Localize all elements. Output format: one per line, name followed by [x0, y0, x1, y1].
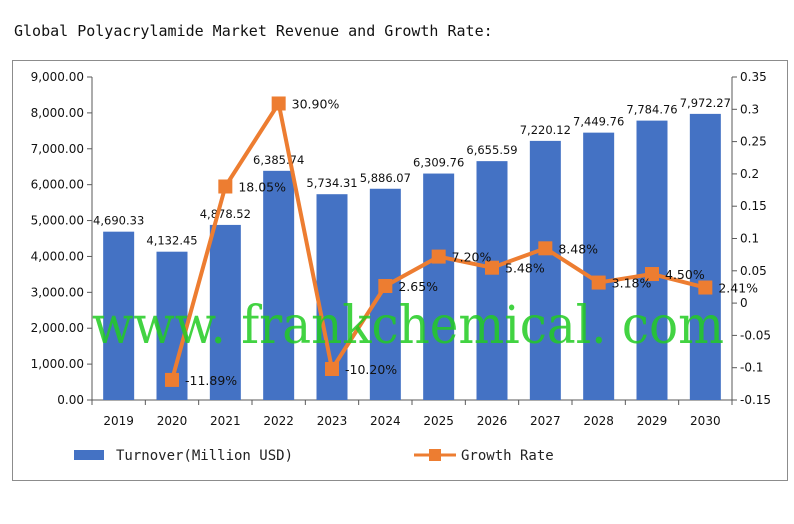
- x-axis-tick-label: 2021: [210, 414, 241, 428]
- bar-series: [103, 113, 721, 400]
- bar-value-label: 6,655.59: [466, 143, 517, 157]
- chart-title: Global Polyacrylamide Market Revenue and…: [14, 22, 493, 40]
- bar-value-label: 7,972.27: [680, 96, 731, 110]
- bar: [423, 173, 455, 400]
- growth-rate-marker: [378, 278, 393, 293]
- right-axis-tick-label: 0: [740, 296, 748, 310]
- bar-value-label: 4,690.33: [93, 214, 144, 228]
- bar: [369, 188, 401, 400]
- growth-rate-marker: [431, 249, 446, 264]
- watermark-text: www. frankchemical. com: [92, 296, 724, 356]
- legend-line-marker: [429, 449, 441, 461]
- left-axis-tick-label: 5,000.00: [31, 214, 84, 228]
- x-axis-tick-label: 2028: [583, 414, 614, 428]
- right-axis-tick-label: 0.1: [740, 232, 759, 246]
- bar-value-label: 4,878.52: [200, 207, 251, 221]
- bar-labels: 4,690.334,132.454,878.52 6,385.745,734.31…: [93, 96, 731, 248]
- growth-rate-marker: [591, 275, 606, 290]
- bar: [636, 120, 668, 400]
- left-axis-tick-label: 2,000.00: [31, 321, 84, 335]
- bar-value-label: 6,385.74: [253, 153, 304, 167]
- right-axis-tick-label: 0.35: [740, 70, 767, 84]
- x-axis-tick-label: 2019: [103, 414, 134, 428]
- right-axis-tick-label: 0.3: [740, 102, 759, 116]
- x-axis-tick-label: 2026: [477, 414, 508, 428]
- right-axis-tick-label: -0.1: [740, 361, 763, 375]
- left-axis-tick-label: 8,000.00: [31, 106, 84, 120]
- left-axis-tick-label: 1,000.00: [31, 357, 84, 371]
- bar: [103, 231, 135, 400]
- right-axis-tick-label: -0.15: [740, 393, 771, 407]
- growth-rate-marker: [485, 260, 499, 275]
- right-axis-tick-label: 0.15: [740, 199, 767, 213]
- growth-rate-label: -10.20%: [345, 362, 397, 377]
- x-axis: 2019 2020 2021 2022 2023 2024 2025 2026 2027 2028…: [91, 399, 733, 428]
- bar-value-label: 7,220.12: [520, 123, 571, 137]
- bar: [209, 224, 241, 400]
- left-axis: 0.00 1,000.00 2,000.00 3,000.00 4,000.00 5,00…: [31, 70, 93, 407]
- right-axis: -0.15 -0.1 -0.05 0 0.05 0.1 0.15 0.2 0.25 0.3 0.35: [731, 70, 771, 407]
- growth-rate-marker: [165, 372, 179, 387]
- x-axis-tick-label: 2022: [263, 414, 294, 428]
- bar: [583, 132, 615, 400]
- x-axis-tick-label: 2027: [530, 414, 561, 428]
- left-axis-tick-label: 0.00: [57, 393, 84, 407]
- legend-bar-label: Turnover(Million USD): [116, 448, 293, 464]
- growth-rate-label: 8.48%: [558, 241, 598, 256]
- growth-rate-marker: [645, 267, 659, 282]
- right-axis-tick-label: 0.25: [740, 135, 767, 149]
- growth-rate-label: 7.20%: [452, 250, 492, 265]
- line-labels: -11.89% 18.05% 30.90% -10.20% 2.65% 7.20% 5.48…: [185, 96, 758, 387]
- x-axis-tick-label: 2030: [690, 414, 721, 428]
- legend: Turnover(Million USD) Growth Rate: [74, 448, 554, 464]
- bar: [263, 170, 295, 400]
- x-axis-tick-label: 2029: [637, 414, 668, 428]
- growth-rate-label: 18.05%: [238, 179, 286, 194]
- bar-value-label: 6,309.76: [413, 156, 464, 170]
- left-axis-tick-label: 4,000.00: [31, 249, 84, 263]
- left-axis-tick-label: 9,000.00: [31, 70, 84, 84]
- growth-rate-marker: [698, 280, 713, 295]
- growth-rate-label: 5.48%: [505, 261, 545, 276]
- right-axis-tick-label: -0.05: [740, 328, 771, 342]
- right-axis-tick-label: 0.2: [740, 167, 759, 181]
- right-axis-tick-label: 0.05: [740, 264, 767, 278]
- growth-rate-label: 4.50%: [665, 267, 705, 282]
- bar-value-label: 7,784.76: [626, 103, 677, 117]
- growth-rate-label: -11.89%: [185, 373, 237, 388]
- x-axis-tick-label: 2025: [423, 414, 454, 428]
- bar-value-label: 7,449.76: [573, 115, 624, 129]
- x-axis-tick-label: 2020: [157, 414, 188, 428]
- bar-value-label: 4,132.45: [146, 234, 197, 248]
- left-axis-tick-label: 7,000.00: [31, 142, 84, 156]
- x-axis-tick-label: 2024: [370, 414, 401, 428]
- growth-rate-label: 2.41%: [718, 281, 758, 296]
- growth-rate-label: 30.90%: [292, 96, 340, 111]
- x-axis-tick-label: 2023: [317, 414, 348, 428]
- chart-frame: [12, 60, 788, 481]
- growth-rate-marker: [325, 361, 339, 376]
- growth-rate-marker: [538, 241, 553, 256]
- growth-rate-label: 2.65%: [398, 279, 438, 294]
- growth-rate-marker: [218, 179, 233, 194]
- left-axis-tick-label: 3,000.00: [31, 285, 84, 299]
- line-series: [165, 96, 713, 387]
- legend-bar-swatch: [74, 450, 104, 460]
- legend-line-label: Growth Rate: [461, 448, 554, 464]
- left-axis-tick-label: 6,000.00: [31, 178, 84, 192]
- bar: [689, 113, 721, 400]
- growth-rate-marker: [271, 96, 286, 111]
- growth-rate-label: 3.18%: [612, 276, 652, 291]
- bar-value-label: 5,734.31: [306, 176, 357, 190]
- bar: [529, 140, 561, 400]
- bar: [476, 161, 508, 400]
- bar-value-label: 5,886.07: [360, 171, 411, 185]
